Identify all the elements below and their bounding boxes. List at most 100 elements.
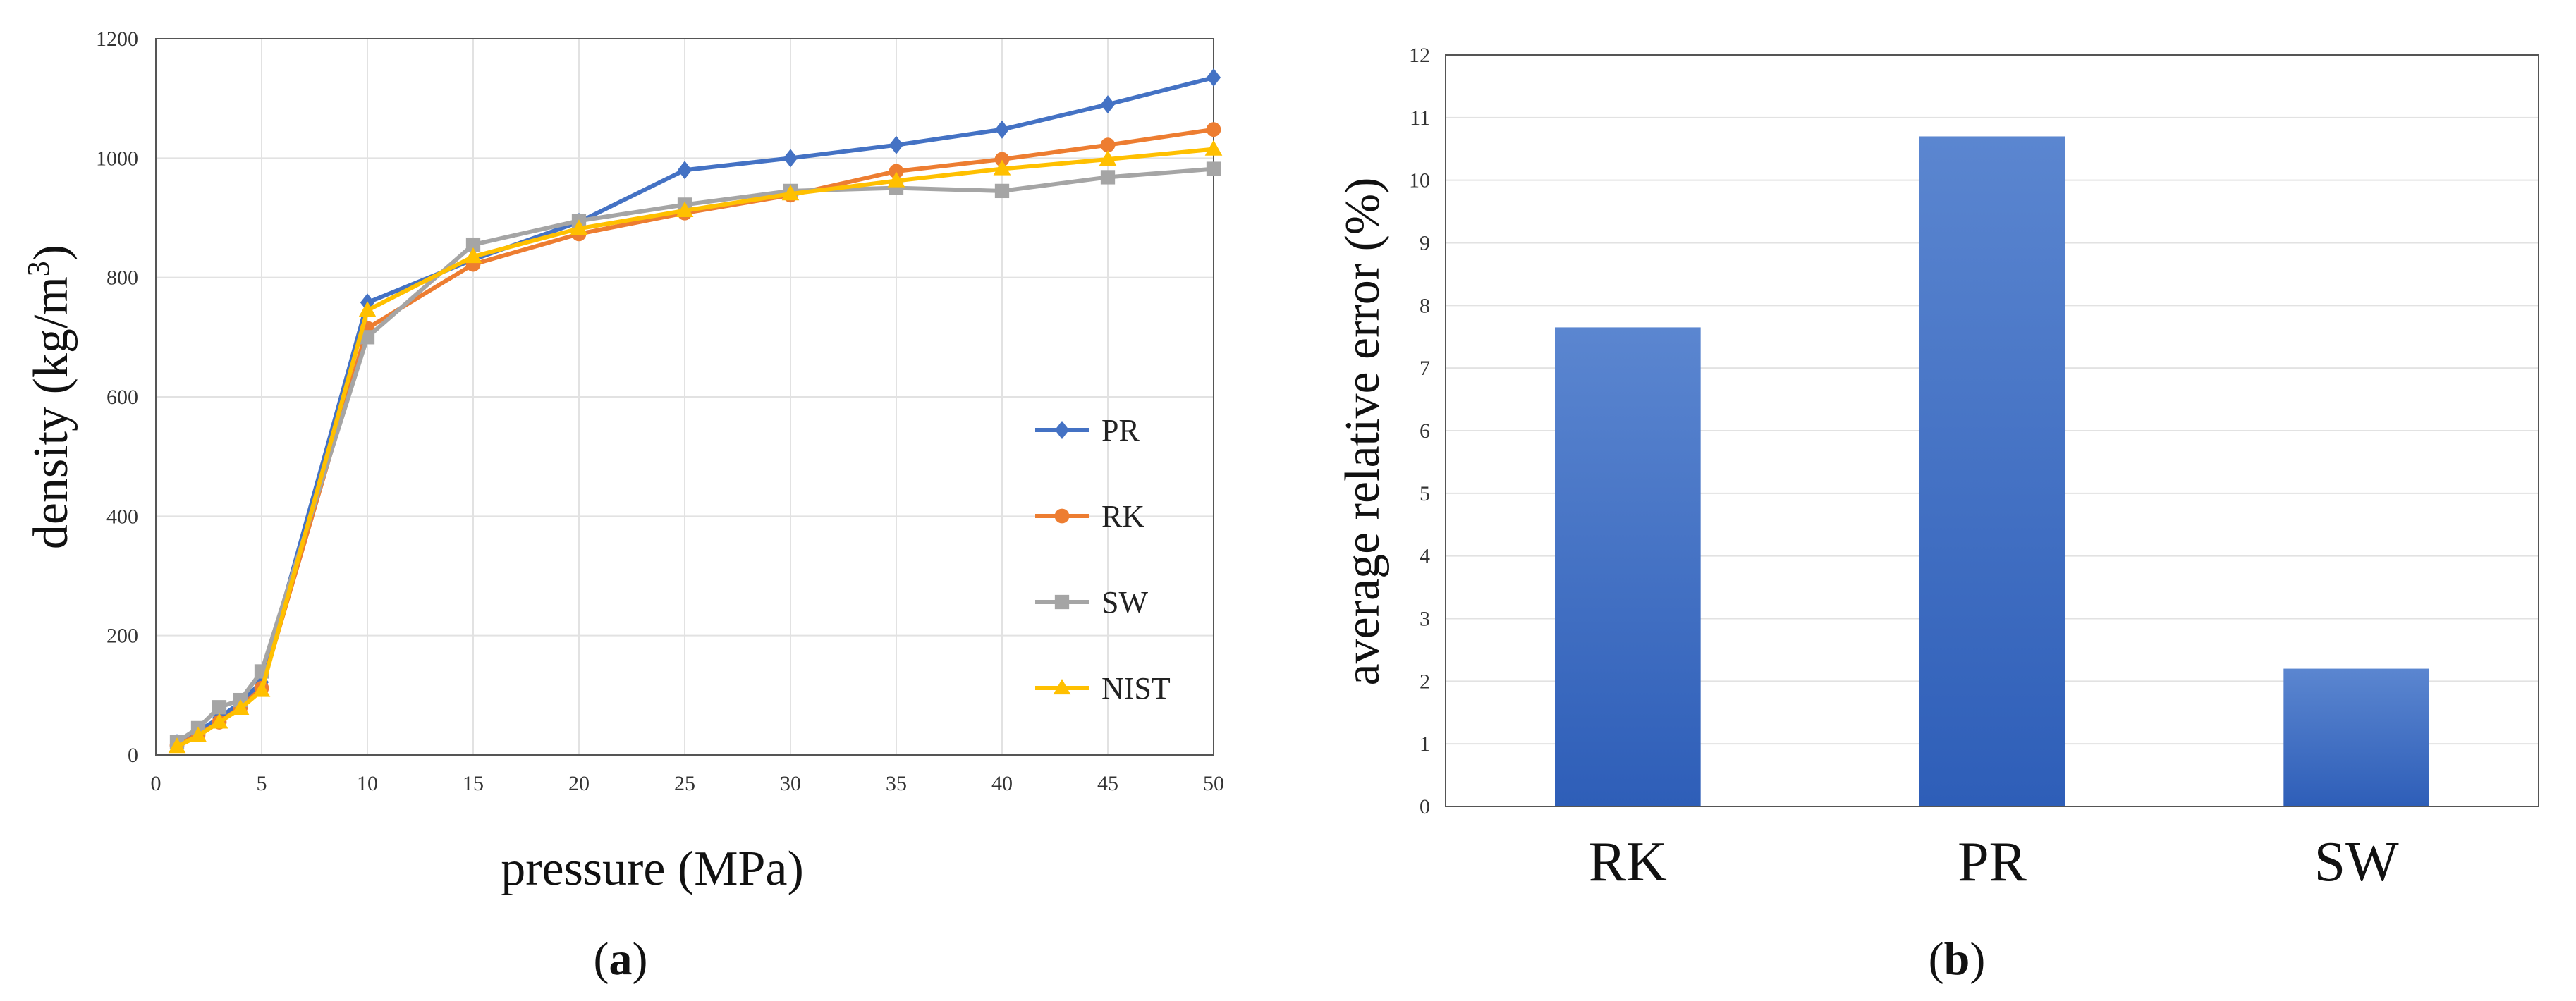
chart-a-x-ticks: 0 5 10 15 20 25 30 35 40 45 50 xyxy=(151,772,1225,795)
chart-a-x-tick-label: 5 xyxy=(257,772,267,795)
series-rk-point xyxy=(889,164,904,179)
chart-a-y-tick-label: 1200 xyxy=(96,27,138,51)
bar-pr xyxy=(1919,136,2065,806)
series-rk-point xyxy=(1100,137,1116,153)
series-pr-point xyxy=(889,135,904,154)
legend-label-sw: SW xyxy=(1101,585,1148,620)
line-chart: 0 200 400 600 800 1000 1200 0 5 10 15 20 25 30 35 40 45… xyxy=(21,27,1224,985)
series-nist-point xyxy=(168,737,186,754)
panel-a-letter: a xyxy=(609,933,633,985)
chart-a-x-tick-label: 10 xyxy=(357,772,378,795)
chart-a-y-tick-label: 0 xyxy=(128,744,138,767)
chart-a-series xyxy=(168,68,1223,754)
series-sw-point xyxy=(1100,170,1116,185)
series-sw-line xyxy=(176,166,1214,744)
legend-marker-nist xyxy=(1053,679,1071,695)
chart-b-y-tick-label: 3 xyxy=(1420,608,1430,631)
chart-a-y-tick-label: 800 xyxy=(106,266,138,290)
chart-a-y-tick-label: 1000 xyxy=(96,147,138,170)
panel-b-label: (b) xyxy=(1929,933,1986,985)
series-nist-point xyxy=(210,713,228,729)
chart-b-y-tick-label: 4 xyxy=(1420,545,1430,568)
chart-a-y-axis-title: density (kg/m3) xyxy=(21,245,78,549)
legend-marker-rk xyxy=(1054,508,1070,524)
chart-a-x-tick-label: 15 xyxy=(463,772,484,795)
series-nist-point xyxy=(1099,150,1117,166)
bar-rk xyxy=(1555,327,1701,806)
chart-a-y-tick-label: 200 xyxy=(106,625,138,648)
series-pr-line xyxy=(176,75,1214,745)
series-nist-point xyxy=(1204,140,1223,156)
series-nist-point xyxy=(887,171,905,188)
chart-b-y-tick-label: 5 xyxy=(1420,482,1430,505)
legend-item-pr: PR xyxy=(1035,413,1140,448)
panel-a-label: (a) xyxy=(594,933,648,985)
series-sw-point xyxy=(1206,161,1221,176)
legend-item-nist: NIST xyxy=(1035,671,1171,706)
series-rk-point xyxy=(994,152,1010,167)
legend-label-nist: NIST xyxy=(1101,671,1171,706)
chart-b-y-tick-label: 9 xyxy=(1420,232,1430,255)
series-pr xyxy=(169,68,1221,753)
chart-a-x-tick-label: 40 xyxy=(991,772,1013,795)
legend-marker-pr xyxy=(1054,421,1070,439)
bar-sw xyxy=(2283,668,2429,806)
series-nist-point xyxy=(781,185,800,201)
chart-a-x-tick-label: 35 xyxy=(886,772,907,795)
chart-b-y-axis-title: average relative error (%) xyxy=(1336,178,1390,686)
chart-a-plot-frame xyxy=(155,38,1214,756)
chart-b-y-tick-label: 8 xyxy=(1420,294,1430,317)
series-nist xyxy=(168,140,1223,754)
chart-b-y-tick-label: 0 xyxy=(1420,795,1430,818)
chart-a-x-tick-label: 50 xyxy=(1203,772,1224,795)
chart-b-y-tick-label: 2 xyxy=(1420,670,1430,693)
chart-a-y-axis-title-superscript: 3 xyxy=(21,261,56,276)
series-nist-point xyxy=(993,159,1011,176)
category-label-pr: PR xyxy=(1958,831,2027,893)
series-pr-point xyxy=(1100,95,1116,114)
chart-b-y-tick-label: 11 xyxy=(1410,106,1430,130)
series-nist-point xyxy=(252,681,271,697)
series-nist-point xyxy=(570,219,588,235)
series-pr-point xyxy=(677,161,692,180)
series-rk-point xyxy=(1206,122,1221,137)
chart-b-bars xyxy=(1555,136,2429,806)
chart-a-x-tick-label: 25 xyxy=(674,772,695,795)
series-pr-point xyxy=(1206,68,1221,87)
category-label-sw: SW xyxy=(2314,831,2399,893)
chart-a-x-tick-label: 30 xyxy=(780,772,801,795)
chart-a-y-ticks: 0 200 400 600 800 1000 1200 xyxy=(96,27,138,767)
panel-b-letter: b xyxy=(1944,933,1970,985)
series-nist-point xyxy=(676,201,694,217)
chart-a-gridlines xyxy=(156,39,1214,755)
legend-label-rk: RK xyxy=(1101,499,1144,534)
chart-a-y-tick-label: 600 xyxy=(106,386,138,409)
chart-b-category-labels: RK PR SW xyxy=(1589,831,2399,893)
series-sw-point xyxy=(212,700,227,715)
chart-b-y-tick-label: 6 xyxy=(1420,419,1430,443)
series-nist-point xyxy=(189,726,207,743)
legend-item-sw: SW xyxy=(1035,585,1148,620)
chart-b-y-tick-label: 7 xyxy=(1420,357,1430,380)
legend-marker-sw xyxy=(1054,594,1070,610)
chart-a-legend: PR RK SW NIST xyxy=(1035,413,1171,706)
series-nist-point xyxy=(231,699,250,716)
series-sw-point xyxy=(994,183,1010,199)
series-pr-point xyxy=(994,120,1010,139)
series-nist-point xyxy=(464,247,482,264)
series-pr-point xyxy=(783,149,798,168)
chart-a-y-axis-title-main: density (kg/m xyxy=(24,276,78,549)
chart-b-y-tick-label: 12 xyxy=(1409,44,1430,67)
chart-a-x-tick-label: 0 xyxy=(151,772,161,795)
series-sw-point xyxy=(360,330,375,345)
chart-a-y-tick-label: 400 xyxy=(106,505,138,528)
chart-b-y-tick-label: 1 xyxy=(1420,732,1430,756)
series-nist-point xyxy=(358,301,377,317)
chart-a-x-tick-label: 45 xyxy=(1097,772,1118,795)
category-label-rk: RK xyxy=(1589,831,1667,893)
legend-item-rk: RK xyxy=(1035,499,1144,534)
series-sw-point xyxy=(465,237,481,252)
